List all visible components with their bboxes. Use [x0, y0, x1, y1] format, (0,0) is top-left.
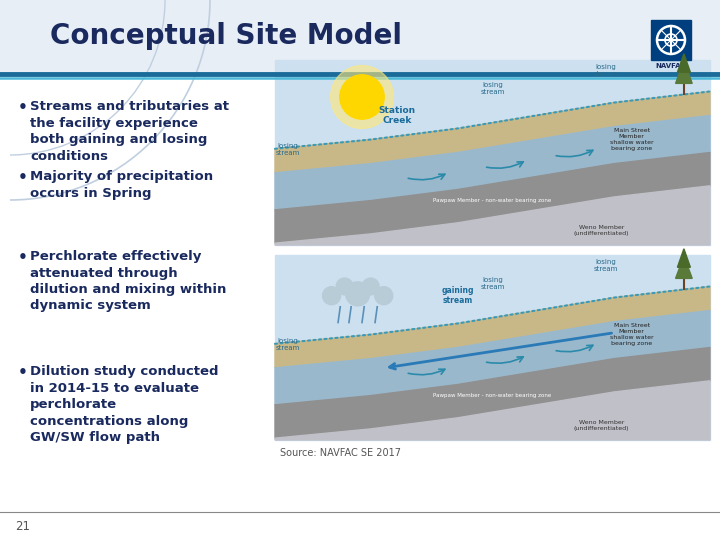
- Text: Main Street
Member
shallow water
bearing zone: Main Street Member shallow water bearing…: [610, 128, 654, 151]
- Bar: [275, 60, 710, 245]
- Circle shape: [346, 282, 369, 306]
- Text: losing
stream: losing stream: [480, 277, 505, 290]
- Text: losing
stream: losing stream: [276, 143, 300, 156]
- Text: •: •: [18, 170, 28, 185]
- Text: Conceptual Site Model: Conceptual Site Model: [50, 22, 402, 50]
- Text: gaining
stream: gaining stream: [441, 286, 474, 305]
- Polygon shape: [275, 381, 710, 440]
- Text: NAVFAC: NAVFAC: [656, 63, 686, 69]
- Circle shape: [374, 287, 393, 305]
- Polygon shape: [275, 348, 710, 438]
- Text: Main Street
Member
shallow water
bearing zone: Main Street Member shallow water bearing…: [610, 323, 654, 346]
- Circle shape: [362, 278, 379, 295]
- Text: losing
stream: losing stream: [276, 338, 300, 351]
- Polygon shape: [275, 116, 710, 210]
- Text: Weno Member
(undifferentiated): Weno Member (undifferentiated): [574, 420, 629, 430]
- Text: losing
stream: losing stream: [480, 82, 505, 95]
- Text: Weno Member
(undifferentiated): Weno Member (undifferentiated): [574, 225, 629, 235]
- Text: •: •: [18, 365, 28, 380]
- Polygon shape: [275, 310, 710, 405]
- Text: Station
Creek: Station Creek: [378, 106, 415, 125]
- Polygon shape: [678, 54, 690, 72]
- Text: Pawpaw Member - non-water bearing zone: Pawpaw Member - non-water bearing zone: [433, 198, 552, 203]
- Polygon shape: [275, 186, 710, 245]
- Polygon shape: [678, 249, 690, 267]
- Text: Pawpaw Member - non-water bearing zone: Pawpaw Member - non-water bearing zone: [433, 393, 552, 398]
- Circle shape: [330, 65, 393, 129]
- Bar: [0, 0, 720, 72]
- Bar: [275, 255, 710, 440]
- Polygon shape: [675, 61, 692, 83]
- Text: Majority of precipitation
occurs in Spring: Majority of precipitation occurs in Spri…: [30, 170, 213, 199]
- Circle shape: [336, 278, 353, 295]
- Text: 21: 21: [15, 519, 30, 532]
- Polygon shape: [675, 256, 692, 279]
- Text: Streams and tributaries at
the facility experience
both gaining and losing
condi: Streams and tributaries at the facility …: [30, 100, 229, 163]
- Text: •: •: [18, 100, 28, 115]
- Text: losing
stream: losing stream: [593, 259, 618, 272]
- Circle shape: [340, 75, 384, 119]
- Polygon shape: [275, 286, 710, 368]
- Polygon shape: [275, 152, 710, 243]
- Circle shape: [323, 287, 341, 305]
- Bar: [651, 20, 691, 60]
- Text: •: •: [18, 250, 28, 265]
- Text: Dilution study conducted
in 2014-15 to evaluate
perchlorate
concentrations along: Dilution study conducted in 2014-15 to e…: [30, 365, 218, 444]
- Text: Perchlorate effectively
attenuated through
dilution and mixing within
dynamic sy: Perchlorate effectively attenuated throu…: [30, 250, 226, 313]
- Polygon shape: [275, 91, 710, 173]
- Text: losing
stream: losing stream: [593, 64, 618, 77]
- Text: Source: NAVFAC SE 2017: Source: NAVFAC SE 2017: [280, 448, 401, 458]
